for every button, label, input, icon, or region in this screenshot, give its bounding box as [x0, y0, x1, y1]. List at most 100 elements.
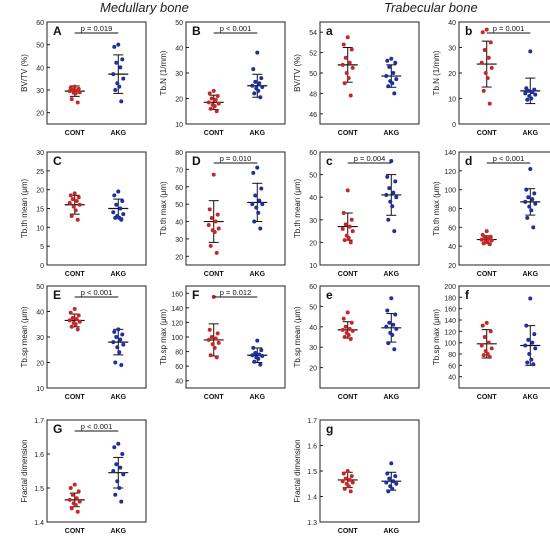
- panel-A-ytick-label: 60: [36, 20, 44, 27]
- panel-C-point-cont: [77, 202, 82, 207]
- panel-d-ytick-label: 100: [444, 188, 456, 195]
- panel-g-point-cont: [348, 489, 353, 494]
- panel-F-xtick-label: CONT: [204, 394, 225, 401]
- panel-g-point-akg: [391, 479, 396, 484]
- panel-f-point-akg: [523, 343, 528, 348]
- panel-g-point-akg: [390, 486, 395, 491]
- panel-B-point-akg: [260, 85, 265, 90]
- panel-d-point-cont: [484, 229, 489, 234]
- panel-B-point-akg: [256, 88, 261, 93]
- panel-F-point-cont: [214, 355, 219, 360]
- panel-E-point-cont: [72, 306, 77, 311]
- panel-F-point-cont: [208, 353, 213, 358]
- panel-E-ytick-label: 30: [36, 335, 44, 342]
- panel-f-point-akg: [525, 360, 530, 365]
- panel-g-point-akg: [394, 481, 399, 486]
- panel-F-ytick-label: 100: [171, 335, 183, 342]
- panel-e-point-cont: [345, 310, 350, 315]
- panel-f-point-cont: [484, 320, 489, 325]
- panel-A-point-akg: [114, 60, 119, 65]
- panel-G-point-cont: [67, 497, 72, 502]
- panel-c-point-akg: [390, 204, 395, 209]
- panel-g-point-cont: [340, 479, 345, 484]
- panel-C-ytick-label: 20: [36, 188, 44, 195]
- panel-C-ytick-label: 5: [40, 244, 44, 251]
- panel-d-ytick-label: 60: [448, 225, 456, 232]
- panel-G-point-cont: [77, 499, 82, 504]
- panel-B-point-cont: [211, 88, 216, 93]
- panel-f-point-akg: [529, 357, 534, 362]
- panel-f-point-akg: [531, 362, 536, 367]
- section-title-trabecular: Trabecular bone: [384, 0, 478, 15]
- panel-e-point-akg: [394, 326, 399, 331]
- panel-F-point-cont: [212, 345, 217, 350]
- panel-B-xtick-label: CONT: [204, 130, 225, 137]
- panel-e-ytick-label: 20: [309, 366, 317, 373]
- panel-F-point-akg: [250, 353, 255, 358]
- panel-c-point-akg: [388, 199, 393, 204]
- panel-F-point-akg: [259, 348, 264, 353]
- panel-g-ylabel: Fractal dimension: [293, 439, 302, 502]
- panel-a-ytick-label: 54: [309, 30, 317, 37]
- panel-b-point-akg: [528, 49, 533, 54]
- panel-d-point-cont: [480, 232, 485, 237]
- panel-a-point-akg: [386, 84, 391, 89]
- panel-f-point-cont: [480, 323, 485, 328]
- panel-d-point-cont: [479, 237, 484, 242]
- panel-f-point-akg: [524, 323, 529, 328]
- panel-B-ytick-label: 10: [175, 122, 183, 129]
- panel-e-point-akg: [385, 308, 390, 313]
- panel-B-ytick-label: 50: [175, 20, 183, 27]
- panel-d-point-akg: [533, 201, 538, 206]
- panel-d-xtick-label: CONT: [477, 271, 498, 278]
- panel-B-point-cont: [206, 100, 211, 105]
- panel-D-point-akg: [260, 202, 265, 207]
- panel-g-point-akg: [387, 476, 392, 481]
- panel-d-point-cont: [482, 235, 487, 240]
- panel-a-frame: [319, 21, 420, 125]
- panel-C-point-akg: [119, 217, 124, 222]
- panel-F-ytick-label: 140: [171, 306, 183, 313]
- panel-A-point-akg: [119, 99, 124, 104]
- panel-d-frame: [458, 151, 550, 266]
- panel-f-point-akg: [528, 296, 533, 301]
- panel-G-frame: [46, 419, 147, 523]
- panel-G-ytick-label: 1.7: [34, 418, 44, 425]
- panel-C-ytick-label: 10: [36, 225, 44, 232]
- panel-f-point-akg: [530, 340, 535, 345]
- panel-E-letter: E: [53, 288, 61, 302]
- panel-g-point-akg: [386, 489, 391, 494]
- panel-D-point-cont: [214, 250, 219, 255]
- panel-c-point-akg: [386, 217, 391, 222]
- panel-G-pvalue: p < 0.001: [81, 422, 113, 431]
- panel-B-point-akg: [257, 81, 262, 86]
- panel-G-xtick-label: CONT: [65, 528, 86, 535]
- panel-G-point-akg: [114, 462, 119, 467]
- panel-F-ytick-label: 160: [171, 291, 183, 298]
- panel-a-ytick-label: 50: [309, 71, 317, 78]
- panel-F-point-akg: [252, 359, 257, 364]
- panel-a-point-cont: [347, 60, 352, 65]
- panel-g-point-cont: [342, 486, 347, 491]
- panel-C-ytick-label: 25: [36, 169, 44, 176]
- panel-C-point-cont: [69, 214, 74, 219]
- panel-d-point-cont: [487, 242, 492, 247]
- panel-D-point-akg: [253, 193, 258, 198]
- panel-g-point-akg: [385, 471, 390, 476]
- panel-E-point-cont: [75, 327, 80, 332]
- panel-f-letter: f: [465, 288, 470, 302]
- panel-b-point-akg: [529, 96, 534, 101]
- panel-B-ytick-label: 20: [175, 97, 183, 104]
- panel-f-point-akg: [526, 337, 531, 342]
- panel-G-point-akg: [119, 499, 124, 504]
- panel-E-point-akg: [118, 337, 123, 342]
- panel-E-point-akg: [116, 327, 121, 332]
- panel-a-point-cont: [340, 62, 345, 67]
- panel-g-letter: g: [326, 422, 333, 436]
- panel-c-point-akg: [393, 179, 398, 184]
- panel-g-ytick-label: 1.4: [307, 495, 317, 502]
- panel-b-pvalue: p = 0.001: [493, 24, 525, 33]
- panel-c-point-akg: [394, 195, 399, 200]
- panel-D-point-akg: [251, 170, 256, 175]
- panel-E-ytick-label: 20: [36, 361, 44, 368]
